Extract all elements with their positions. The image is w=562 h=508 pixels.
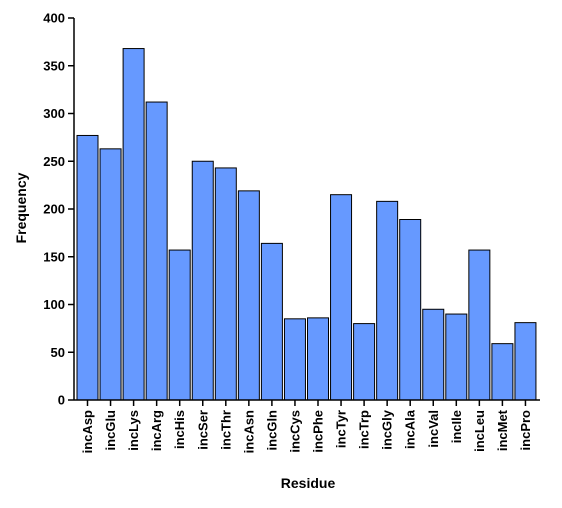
x-tick-label: incGly <box>380 409 395 450</box>
y-axis-title: Frequency <box>13 172 29 243</box>
x-tick-label: incGlu <box>103 410 118 451</box>
x-tick-label: incPhe <box>311 410 326 453</box>
bar-incAsn <box>237 190 260 401</box>
x-tick-label: incSer <box>195 410 210 450</box>
bars-layer <box>76 48 537 401</box>
x-tick-label: incLys <box>126 410 141 451</box>
x-tick-label: incTyr <box>334 410 349 448</box>
bar-incIle <box>445 313 468 401</box>
x-tick-label: incGln <box>264 410 279 451</box>
y-tick-label: 400 <box>43 11 65 26</box>
x-tick-label: incAsp <box>80 410 95 453</box>
y-tick-label: 250 <box>43 154 65 169</box>
x-axis-title: Residue <box>281 475 336 491</box>
bar-incAsp <box>76 134 99 401</box>
x-tick-label: incThr <box>218 410 233 450</box>
y-tick-label: 350 <box>43 58 65 73</box>
bar-incCys <box>283 318 306 401</box>
bar-incLeu <box>468 249 491 401</box>
x-tick-label: incTrp <box>357 410 372 449</box>
y-tick-label: 100 <box>43 297 65 312</box>
bar-incHis <box>168 249 191 401</box>
x-tick-label: incAsn <box>241 410 256 453</box>
bar-incLys <box>122 48 145 401</box>
bar-incGln <box>260 242 283 401</box>
bar-incGly <box>376 200 399 401</box>
y-tick-label: 300 <box>43 106 65 121</box>
x-tick-label: incCys <box>287 410 302 453</box>
x-tick-label: incHis <box>172 410 187 449</box>
x-tick-label: incMet <box>495 409 510 451</box>
x-tick-label: incLeu <box>472 410 487 452</box>
x-tick-label: incIle <box>449 410 464 443</box>
x-tick-label: incPro <box>518 410 533 451</box>
x-tick-label: incVal <box>426 410 441 448</box>
y-tick-label: 50 <box>51 345 65 360</box>
axes-layer <box>68 17 540 406</box>
x-tick-label: incArg <box>149 410 164 451</box>
y-tick-label: 200 <box>43 202 65 217</box>
y-tick-label: 0 <box>58 393 65 408</box>
labels-layer: incAsp incGlu incLys incArg incHis incSer incT… <box>43 11 533 454</box>
bar-incTyr <box>330 194 353 401</box>
bar-incGlu <box>99 148 122 401</box>
x-tick-label: incAla <box>403 409 418 449</box>
bar-incMet <box>491 343 514 401</box>
bar-incSer <box>191 160 214 401</box>
bar-incThr <box>214 167 237 401</box>
bar-incTrp <box>353 323 376 401</box>
bar-incPhe <box>307 317 329 401</box>
y-tick-label: 150 <box>43 249 65 264</box>
bar-incVal <box>422 308 445 401</box>
bar-incAla <box>399 219 422 401</box>
bar-incPro <box>514 322 537 401</box>
bar-incArg <box>145 101 168 401</box>
